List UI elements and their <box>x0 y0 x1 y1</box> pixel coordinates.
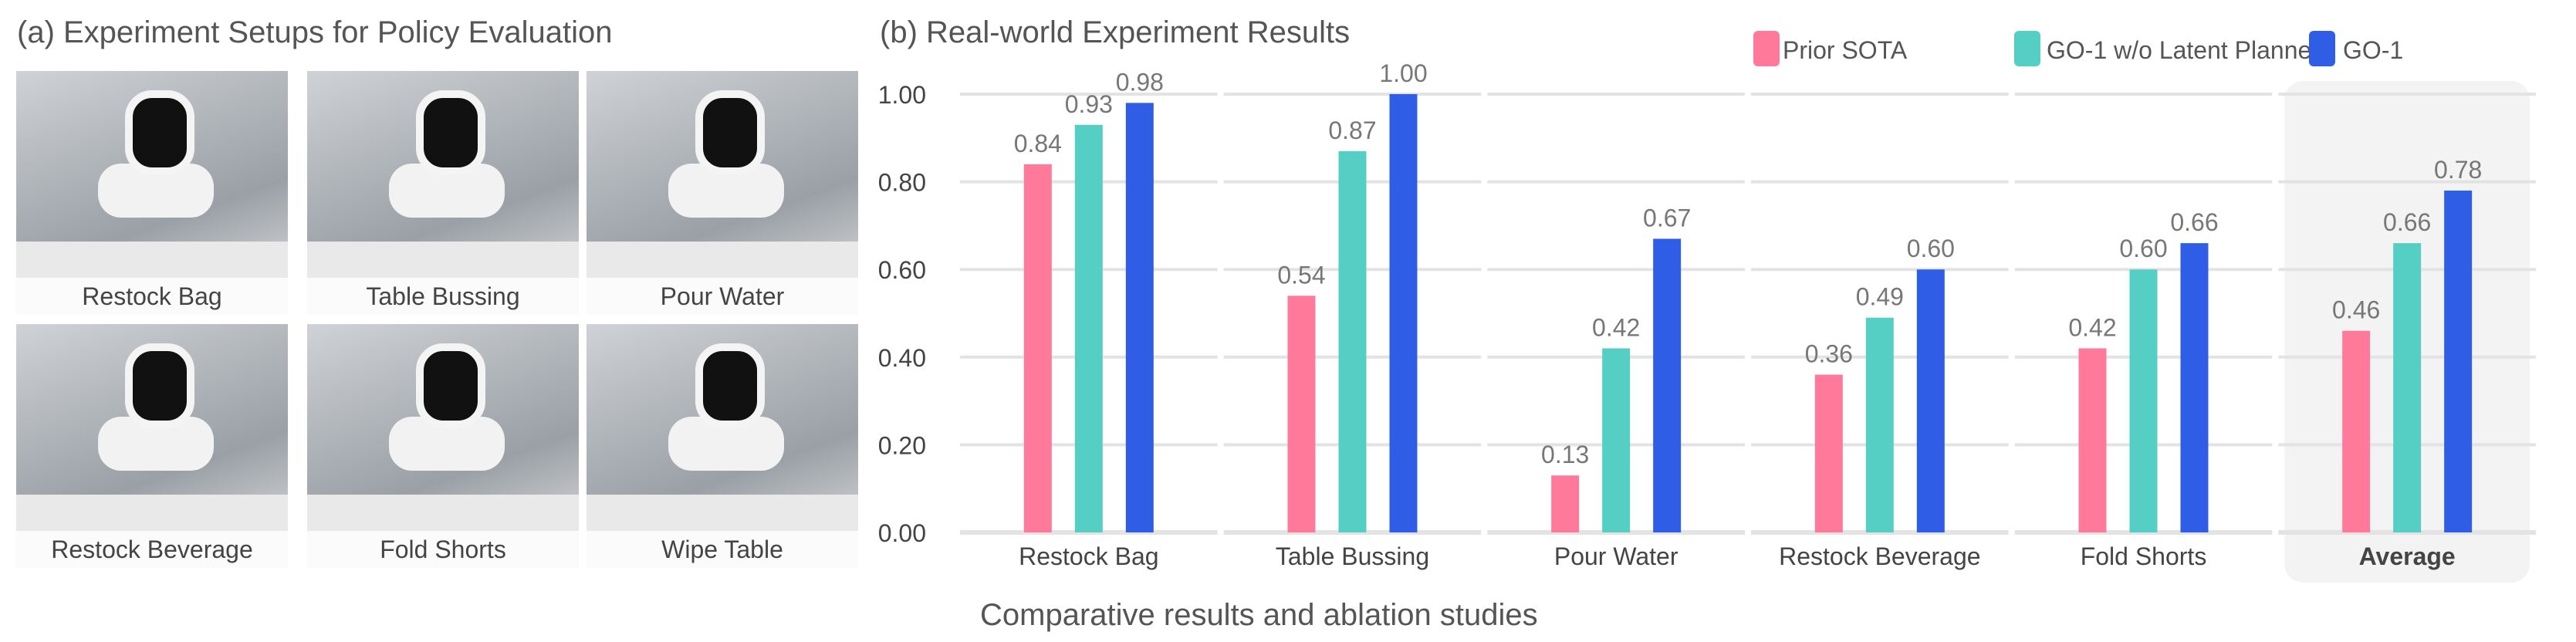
data-label: 0.66 <box>2383 208 2431 236</box>
y-tick-label: 0.20 <box>878 431 926 459</box>
data-label: 0.67 <box>1643 204 1691 231</box>
setup-photo: Table Bussing <box>307 71 579 315</box>
data-label: 0.60 <box>1907 235 1955 262</box>
bar <box>1338 150 1367 532</box>
data-label: 0.84 <box>1014 130 1062 157</box>
category-label: Average <box>2359 542 2456 570</box>
panel-a-title: (a) Experiment Setups for Policy Evaluat… <box>17 15 613 49</box>
y-tick-label: 0.00 <box>878 519 926 547</box>
data-label: 0.98 <box>1116 68 1164 96</box>
photo-caption: Fold Shorts <box>307 531 579 568</box>
legend-swatch <box>2014 31 2040 66</box>
robot-image <box>415 343 485 429</box>
data-label: 0.46 <box>2332 296 2380 324</box>
robot-image <box>124 343 194 429</box>
legend-swatch <box>2309 31 2335 66</box>
category-label: Restock Bag <box>1019 542 1158 570</box>
data-label: 0.42 <box>2068 313 2116 341</box>
category-label: Restock Beverage <box>1779 542 1980 570</box>
bar <box>1287 296 1316 532</box>
setup-photo: Fold Shorts <box>307 324 579 568</box>
bar <box>1653 238 1682 532</box>
legend-label: GO-1 <box>2343 36 2403 64</box>
bar <box>2393 243 2422 532</box>
data-label: 0.49 <box>1856 283 1904 311</box>
chart-caption: Comparative results and ablation studies <box>980 598 1538 632</box>
bar <box>1865 317 1894 532</box>
photo-caption: Table Bussing <box>307 278 579 315</box>
data-label: 0.66 <box>2170 208 2218 236</box>
bar <box>1389 94 1418 532</box>
data-label: 0.78 <box>2434 156 2482 184</box>
robot-image <box>124 90 194 176</box>
data-label: 0.60 <box>2119 235 2167 262</box>
photo-caption: Restock Bag <box>16 278 288 315</box>
legend-label: Prior SOTA <box>1783 36 1908 64</box>
legend-swatch <box>1753 31 1780 66</box>
bar <box>1125 103 1154 533</box>
bar <box>2129 269 2158 532</box>
y-tick-label: 0.40 <box>878 344 926 372</box>
bar <box>1814 374 1843 532</box>
bar <box>1916 269 1945 532</box>
y-tick-label: 1.00 <box>878 81 926 109</box>
bar <box>1023 164 1052 532</box>
data-label: 0.13 <box>1541 441 1589 468</box>
setup-photo: Wipe Table <box>587 324 858 568</box>
y-tick-label: 0.80 <box>878 169 926 197</box>
category-label: Fold Shorts <box>2081 542 2207 570</box>
setup-photo: Pour Water <box>587 71 858 315</box>
bar <box>2078 348 2107 532</box>
robot-image <box>415 90 485 176</box>
data-label: 0.36 <box>1805 340 1853 368</box>
data-label: 0.42 <box>1592 313 1640 341</box>
bar <box>1602 348 1631 532</box>
bar <box>1551 475 1580 532</box>
photo-caption: Wipe Table <box>587 531 858 568</box>
setup-photo: Restock Beverage <box>16 324 288 568</box>
chart-title: (b) Real-world Experiment Results <box>880 15 1350 49</box>
setup-photo: Restock Bag <box>16 71 288 315</box>
data-label: 0.93 <box>1065 90 1113 118</box>
data-label: 0.87 <box>1328 117 1376 144</box>
y-tick-label: 0.60 <box>878 256 926 284</box>
category-label: Table Bussing <box>1276 542 1429 570</box>
robot-image <box>695 343 765 429</box>
data-label: 0.54 <box>1277 261 1325 289</box>
legend-label: GO-1 w/o Latent Planner <box>2047 36 2320 64</box>
photo-caption: Restock Beverage <box>16 531 288 568</box>
bar <box>1074 124 1103 532</box>
category-label: Pour Water <box>1554 542 1678 570</box>
bar <box>2180 243 2209 532</box>
photo-caption: Pour Water <box>587 278 858 315</box>
bar <box>2342 330 2371 532</box>
data-label: 1.00 <box>1379 59 1427 87</box>
bar <box>2444 190 2473 532</box>
robot-image <box>695 90 765 176</box>
